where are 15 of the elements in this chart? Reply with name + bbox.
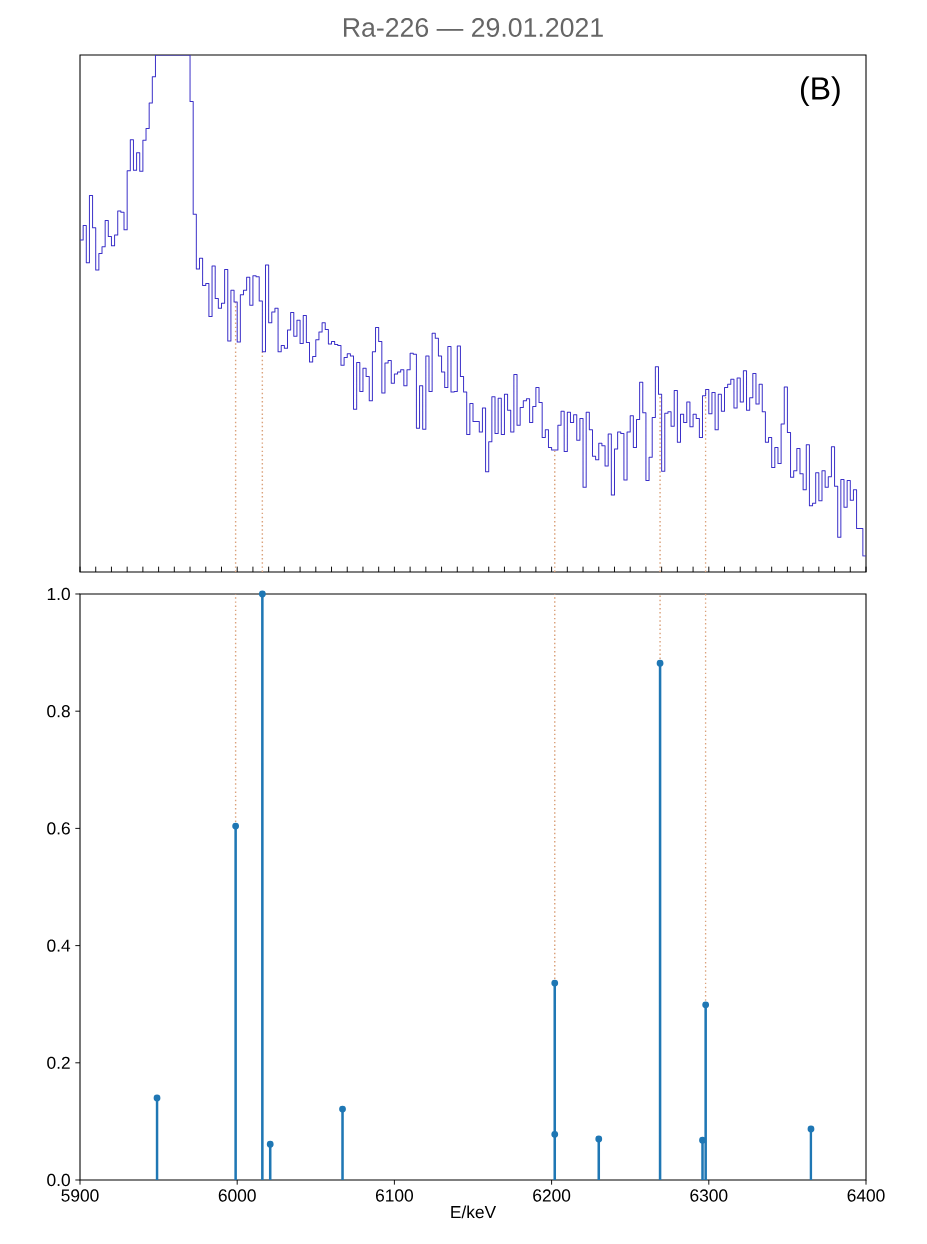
y-tick-label: 0.6 [47,822,70,835]
x-axis-title: E/keV [451,1205,497,1219]
y-tick-label: 0.4 [47,939,71,952]
x-tick-label: 6100 [376,1189,413,1202]
x-tick-label: 6300 [690,1189,728,1202]
x-tick-label: 6400 [847,1189,885,1202]
y-tick-label: 0.2 [47,1056,70,1069]
y-tick-label: 0.8 [47,705,70,718]
x-tick-label: 6200 [533,1189,571,1202]
y-tick-label: 1.0 [47,587,70,601]
annotation: (B) [800,76,840,107]
y-tick-label: 0.0 [47,1173,70,1187]
chart-title: Ra-226 — 29.01.2021 [343,18,603,37]
x-tick-label: 6000 [218,1189,256,1202]
x-tick-label: 5900 [61,1189,99,1202]
